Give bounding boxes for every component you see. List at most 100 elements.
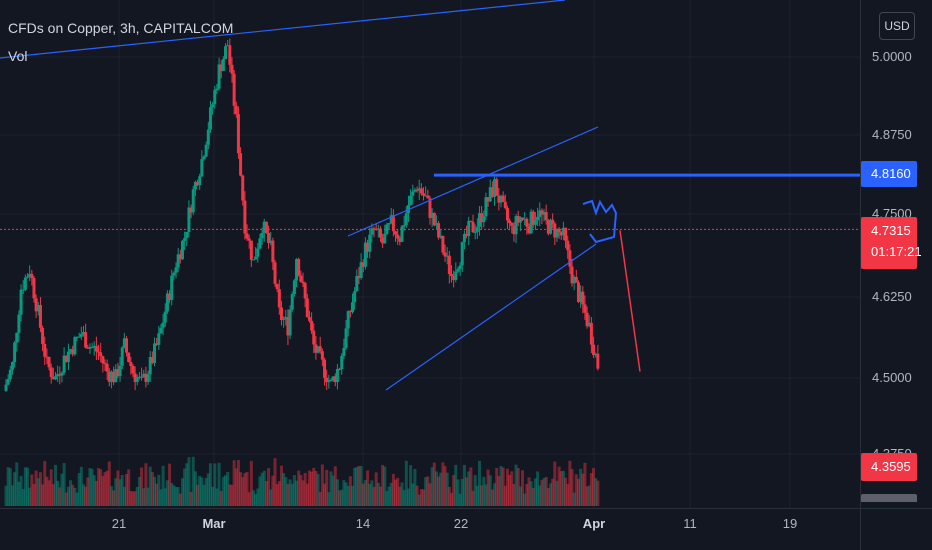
candle-body [284, 316, 288, 320]
volume-bar [566, 484, 570, 506]
volume-bar [572, 492, 576, 506]
candle-body [419, 188, 423, 194]
volume-indicator-label[interactable]: Vol [8, 48, 28, 64]
candle-body [196, 181, 200, 186]
volume-bar [170, 483, 174, 506]
candle-body [443, 252, 447, 257]
volume-bar [4, 485, 8, 506]
candle-body [144, 373, 148, 382]
candle-body [452, 276, 456, 280]
volume-bar [374, 472, 378, 506]
candle-body [161, 322, 165, 328]
volume-bar [564, 477, 568, 506]
volume-bar [273, 458, 277, 506]
candle-body [56, 374, 60, 377]
volume-bar [228, 484, 232, 506]
hidden-price-tag [861, 494, 917, 502]
volume-bar [204, 478, 208, 506]
volume-bar [189, 491, 193, 506]
candle-body [254, 256, 258, 260]
candle-body [290, 294, 294, 310]
candle-body [148, 357, 152, 375]
candle-body [402, 225, 406, 227]
volume-bar [73, 487, 77, 506]
candle-body [430, 212, 434, 219]
candle-body [480, 213, 484, 223]
volume-bar [323, 483, 327, 506]
time-tick: 11 [683, 516, 697, 531]
candle-body [58, 374, 62, 376]
candle-body [503, 201, 507, 209]
candle-body [10, 362, 14, 370]
candle-body [523, 218, 527, 220]
candle-body [30, 273, 34, 279]
candle-body [314, 344, 318, 353]
volume-bar [54, 464, 57, 506]
volume-bar [208, 463, 212, 506]
volume-bar [424, 477, 428, 506]
candle-body [273, 262, 277, 284]
volume-bar [183, 468, 187, 506]
volume-bar [84, 486, 88, 506]
candle-body [131, 366, 135, 374]
volume-bar [129, 490, 133, 506]
candle-body [533, 220, 537, 225]
candle-body [428, 198, 432, 219]
candle-body [243, 200, 247, 234]
candle-body [92, 345, 96, 347]
volume-bar [439, 472, 443, 506]
candle-body [77, 336, 81, 338]
time-tick: Mar [202, 516, 226, 531]
candle-body [297, 259, 301, 276]
currency-selector[interactable]: USD [879, 12, 915, 40]
candle-body [189, 207, 193, 213]
price-tick: 4.8750 [872, 127, 912, 142]
volume-bar [471, 490, 475, 506]
volume-bar [391, 473, 395, 506]
volume-bar [88, 468, 92, 506]
volume-bar [411, 483, 415, 506]
volume-bar [301, 480, 305, 506]
volume-bar [200, 477, 204, 506]
candle-body [357, 275, 361, 278]
candle-body [241, 175, 245, 201]
candle-body [282, 319, 286, 321]
volume-bar [36, 478, 40, 506]
volume-bar [428, 483, 432, 506]
candle-body [13, 342, 17, 363]
volume-bar [443, 466, 447, 506]
volume-bar [574, 474, 578, 506]
candle-body [387, 223, 391, 225]
volume-bar [58, 487, 62, 506]
candle-body [331, 376, 335, 380]
volume-bar [441, 462, 445, 506]
volume-bar [234, 468, 238, 506]
volume-bar [224, 475, 228, 506]
volume-bar [422, 489, 426, 506]
volume-bar [394, 479, 398, 506]
candle-body [112, 371, 116, 383]
volume-bar [256, 488, 260, 506]
candle-body [8, 369, 12, 380]
candle-body [505, 208, 509, 221]
volume-bar [525, 483, 529, 506]
candle-body [525, 218, 529, 227]
candle-body [256, 248, 260, 257]
candle-body [269, 240, 273, 244]
volume-bar [385, 491, 389, 506]
volume-bar [185, 463, 189, 506]
candle-body [198, 176, 202, 186]
candle-body [103, 363, 107, 365]
candle-body [497, 195, 501, 203]
volume-bar [137, 476, 141, 506]
symbol-title[interactable]: CFDs on Copper, 3h, CAPITALCOM [8, 20, 234, 36]
volume-bar [450, 492, 453, 506]
volume-bar [157, 474, 161, 506]
volume-bar [125, 474, 129, 506]
time-tick: 19 [782, 516, 798, 531]
candle-body [66, 351, 70, 362]
volume-bar [445, 472, 449, 506]
volume-bar [105, 470, 109, 506]
candle-body [86, 347, 90, 349]
